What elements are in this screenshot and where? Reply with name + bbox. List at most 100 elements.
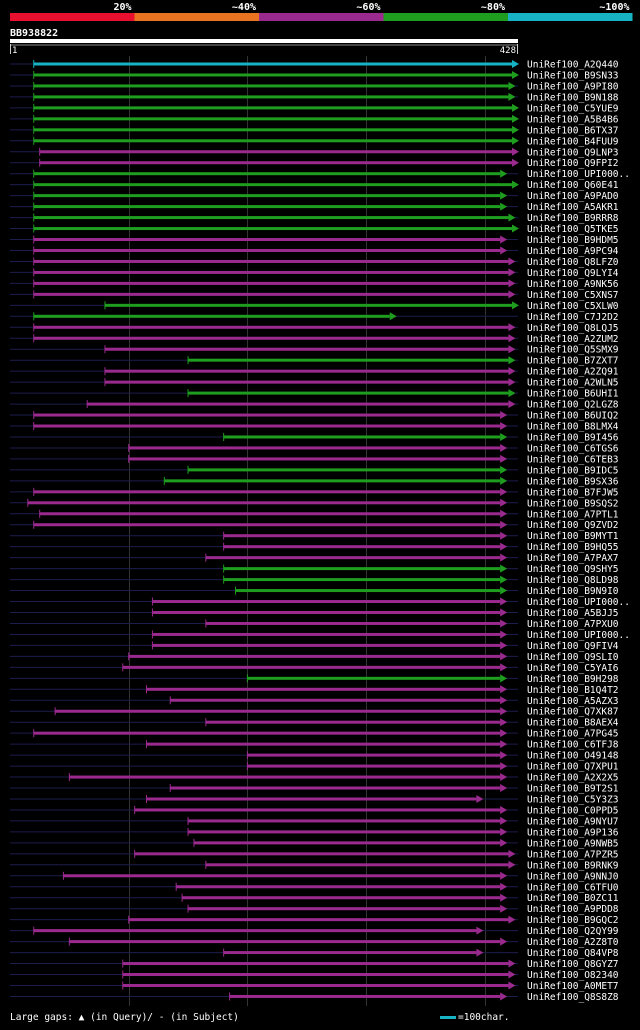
hit-row[interactable]: UniRef100_Q9SHY5 [10,564,619,575]
hit-row[interactable]: UniRef100_A9NWB5 [10,838,619,849]
hit-row[interactable]: UniRef100_C5YAI6 [10,663,619,674]
hit-row[interactable]: UniRef100_C0PPD5 [10,805,619,816]
hit-row[interactable]: UniRef100_A5BJJ5 [10,608,619,619]
hit-row[interactable]: UniRef100_A5B4B6 [10,114,619,125]
hit-label[interactable]: UniRef100_A2X2X5 [527,773,619,784]
hit-row[interactable]: UniRef100_B6UHI1 [10,389,619,400]
hit-label[interactable]: UniRef100_A7PZR5 [527,849,619,860]
hit-row[interactable]: UniRef100_C5XLW0 [10,301,619,312]
hit-row[interactable]: UniRef100_A9P136 [10,827,619,838]
hit-label[interactable]: UniRef100_Q8LFZ0 [527,257,619,268]
hit-row[interactable]: UniRef100_B9I456 [10,432,619,443]
hit-label[interactable]: UniRef100_A7PTL1 [527,509,619,520]
hit-label[interactable]: UniRef100_Q5SMX9 [527,345,619,356]
hit-row[interactable]: UniRef100_Q2QY99 [10,926,619,937]
hit-label[interactable]: UniRef100_Q8S8Z8 [527,992,619,1003]
hit-row[interactable]: UniRef100_A7PAX7 [10,553,619,564]
hit-row[interactable]: UniRef100_A2Z8T0 [10,937,619,948]
hit-label[interactable]: UniRef100_B9H298 [527,674,619,685]
hit-label[interactable]: UniRef100_UPI000.. [527,630,630,641]
hit-label[interactable]: UniRef100_A2WLN5 [527,378,619,389]
hit-label[interactable]: UniRef100_B8AEX4 [527,718,619,729]
hit-row[interactable]: UniRef100_Q9SLI0 [10,652,619,663]
hit-row[interactable]: UniRef100_A2ZUM2 [10,334,619,345]
hit-label[interactable]: UniRef100_B9HQ55 [527,542,619,553]
hit-row[interactable]: UniRef100_Q2LGZ8 [10,400,619,411]
hit-label[interactable]: UniRef100_B9RRR8 [527,213,619,224]
hit-row[interactable]: UniRef100_B7FJW5 [10,487,619,498]
hit-label[interactable]: UniRef100_A5AKR1 [527,202,619,213]
hit-row[interactable]: UniRef100_C6TFJ8 [10,740,619,751]
hit-row[interactable]: UniRef100_B9SQS2 [10,498,619,509]
hit-row[interactable]: UniRef100_A5AKR1 [10,202,619,213]
hit-row[interactable]: UniRef100_Q8GYZ7 [10,959,619,970]
hit-row[interactable]: UniRef100_Q8LD98 [10,575,619,586]
hit-label[interactable]: UniRef100_B9MYT1 [527,531,619,542]
hit-label[interactable]: UniRef100_C7J2D2 [527,312,619,323]
hit-label[interactable]: UniRef100_Q5TKE5 [527,224,619,235]
hit-row[interactable]: UniRef100_C7J2D2 [10,312,619,323]
hit-row[interactable]: UniRef100_A9NYU7 [10,816,619,827]
hit-label[interactable]: UniRef100_C5Y3Z3 [527,794,619,805]
hit-label[interactable]: UniRef100_Q8LQJ5 [527,323,619,334]
hit-label[interactable]: UniRef100_B9HDM5 [527,235,619,246]
hit-row[interactable]: UniRef100_UPI000.. [10,169,630,180]
hit-row[interactable]: UniRef100_A9NNJ0 [10,871,619,882]
hit-row[interactable]: UniRef100_Q9FIV4 [10,641,619,652]
hit-row[interactable]: UniRef100_Q9LYI4 [10,268,619,279]
hit-label[interactable]: UniRef100_Q9FIV4 [527,641,619,652]
hit-row[interactable]: UniRef100_B7ZXT7 [10,356,619,367]
hit-label[interactable]: UniRef100_B9RNK9 [527,860,619,871]
hit-label[interactable]: UniRef100_C5YUE9 [527,103,619,114]
hit-row[interactable]: UniRef100_Q7XK87 [10,707,619,718]
hit-row[interactable]: UniRef100_Q9FPI2 [10,158,619,169]
hit-label[interactable]: UniRef100_O49148 [527,751,619,762]
hit-row[interactable]: UniRef100_C6TFU0 [10,882,619,893]
hit-label[interactable]: UniRef100_B6TX37 [527,125,619,136]
hit-row[interactable]: UniRef100_A9NK56 [10,279,619,290]
hit-row[interactable]: UniRef100_Q8S8Z8 [10,992,619,1003]
hit-row[interactable]: UniRef100_B9SN33 [10,70,619,81]
hit-label[interactable]: UniRef100_A2Q440 [527,60,619,71]
hit-label[interactable]: UniRef100_Q9SHY5 [527,564,619,575]
hit-label[interactable]: UniRef100_B9I456 [527,432,619,443]
hit-label[interactable]: UniRef100_A7PAX7 [527,553,619,564]
hit-row[interactable]: UniRef100_B9T2S1 [10,784,619,795]
hit-label[interactable]: UniRef100_B7ZXT7 [527,356,619,367]
hit-label[interactable]: UniRef100_UPI000.. [527,597,630,608]
hit-label[interactable]: UniRef100_O82340 [527,970,619,981]
hit-label[interactable]: UniRef100_Q9FPI2 [527,158,619,169]
hit-row[interactable]: UniRef100_A0MET7 [10,981,619,992]
hit-row[interactable]: UniRef100_C5Y3Z3 [10,794,619,805]
hit-label[interactable]: UniRef100_A2ZUM2 [527,334,619,345]
hit-label[interactable]: UniRef100_B9SN33 [527,70,619,81]
hit-row[interactable]: UniRef100_B6UIQ2 [10,411,619,422]
hit-row[interactable]: UniRef100_B9SX36 [10,476,619,487]
hit-row[interactable]: UniRef100_B9RNK9 [10,860,619,871]
hit-row[interactable]: UniRef100_B9HDM5 [10,235,619,246]
hit-label[interactable]: UniRef100_C5XNS7 [527,290,619,301]
hit-row[interactable]: UniRef100_B9RRR8 [10,213,619,224]
hit-label[interactable]: UniRef100_A7PXU0 [527,619,619,630]
hit-label[interactable]: UniRef100_Q84VP8 [527,948,619,959]
hit-label[interactable]: UniRef100_Q2QY99 [527,926,619,937]
hit-label[interactable]: UniRef100_A9NWB5 [527,838,619,849]
hit-row[interactable]: UniRef100_C5YUE9 [10,103,619,114]
hit-label[interactable]: UniRef100_A9PAD0 [527,191,619,202]
hit-row[interactable]: UniRef100_B9IDC5 [10,465,619,476]
hit-row[interactable]: UniRef100_Q9LNP3 [10,147,619,158]
hit-label[interactable]: UniRef100_A5B4B6 [527,114,619,125]
hit-label[interactable]: UniRef100_B4FUU9 [527,136,619,147]
hit-row[interactable]: UniRef100_A7PTL1 [10,509,619,520]
hit-row[interactable]: UniRef100_Q84VP8 [10,948,619,959]
hit-row[interactable]: UniRef100_B9N9I0 [10,586,619,597]
hit-row[interactable]: UniRef100_C6TGS6 [10,443,619,454]
hit-label[interactable]: UniRef100_B0ZC11 [527,893,619,904]
hit-row[interactable]: UniRef100_B9N188 [10,92,619,103]
hit-label[interactable]: UniRef100_C6TEB3 [527,454,619,465]
hit-label[interactable]: UniRef100_B6UHI1 [527,389,619,400]
hit-label[interactable]: UniRef100_B9SQS2 [527,498,619,509]
hit-label[interactable]: UniRef100_A9P136 [527,827,619,838]
hit-label[interactable]: UniRef100_C5XLW0 [527,301,619,312]
hit-row[interactable]: UniRef100_A2Q440 [10,60,619,71]
